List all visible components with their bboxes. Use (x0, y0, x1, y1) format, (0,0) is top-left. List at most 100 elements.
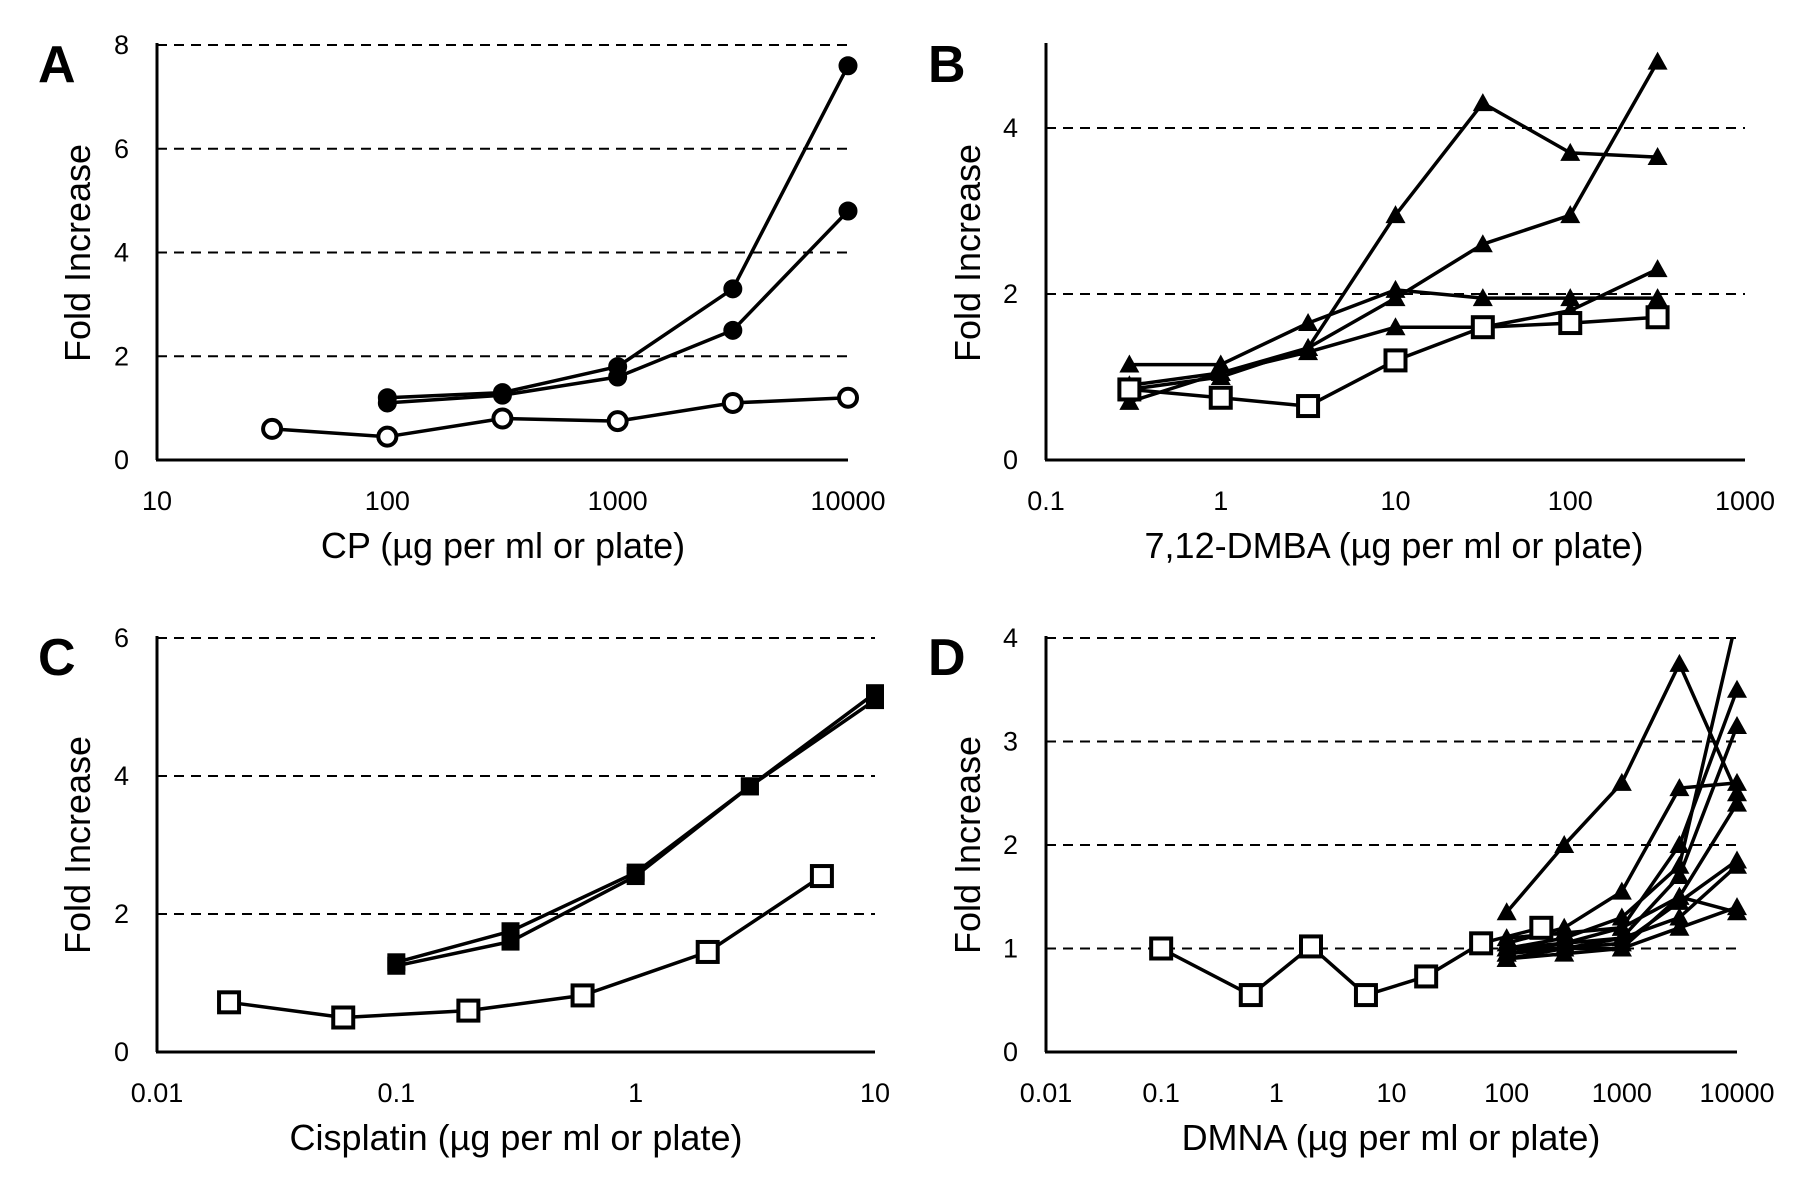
y-tick-label: 4 (114, 761, 129, 791)
data-point (1353, 983, 1378, 1008)
data-point (1299, 934, 1324, 959)
y-tick-label: 2 (114, 341, 129, 371)
data-point (866, 691, 884, 710)
data-point (1117, 377, 1142, 402)
data-point (1470, 315, 1495, 340)
data-point (501, 932, 520, 951)
series-0 (377, 56, 858, 408)
x-axis-label: DMNA (µg per ml or plate) (1182, 1117, 1601, 1158)
series-line (1129, 60, 1660, 392)
data-point (1469, 931, 1494, 956)
x-tick-label: 10 (142, 486, 172, 516)
series-layer (1117, 51, 1670, 419)
y-tick-label: 0 (114, 445, 129, 475)
data-point (1554, 922, 1575, 941)
data-point (1298, 313, 1319, 332)
y-tick-label: 0 (114, 1037, 129, 1067)
data-point (837, 386, 859, 409)
data-point (1560, 288, 1581, 307)
panel-a: 0 2 4 6 8 10 100 1000 10000 CP (µg per ml or plat… (38, 30, 886, 566)
data-point (1149, 936, 1174, 961)
x-tick-label: 0.1 (1027, 486, 1065, 516)
data-point (261, 417, 284, 440)
y-axis-label: Fold Increase (947, 144, 988, 362)
y-tick-label: 8 (114, 30, 129, 60)
data-point (1529, 915, 1554, 940)
data-point (723, 279, 743, 299)
series-0 (387, 684, 884, 972)
series-line (228, 874, 823, 1020)
data-point (1669, 835, 1690, 853)
x-tick-label: 1 (1269, 1078, 1284, 1108)
panel-letter: A (38, 36, 76, 94)
data-point (1554, 835, 1575, 853)
x-tick-label: 1000 (1592, 1078, 1652, 1108)
series-0 (1149, 915, 1554, 1008)
data-point (570, 983, 595, 1008)
data-point (608, 367, 628, 387)
data-point (1611, 772, 1632, 791)
data-point (1210, 362, 1231, 381)
data-point (1298, 342, 1319, 361)
x-tick-label: 1000 (588, 486, 648, 516)
y-tick-label: 4 (1003, 113, 1018, 143)
data-point (1669, 866, 1690, 885)
data-point (1385, 205, 1406, 224)
x-tick-label: 1 (628, 1078, 643, 1108)
series-10 (1496, 886, 1747, 957)
data-point (809, 864, 834, 889)
data-point (1414, 964, 1439, 989)
series-3 (1119, 259, 1668, 394)
data-point (1727, 855, 1747, 874)
x-tick-label: 0.01 (1020, 1078, 1073, 1108)
x-tick-label: 100 (1548, 486, 1593, 516)
y-tick-label: 2 (114, 899, 129, 929)
x-tick-label: 10000 (1699, 1078, 1774, 1108)
data-point (377, 393, 397, 413)
data-point (1472, 93, 1493, 112)
data-point (1208, 385, 1233, 410)
y-tick-label: 4 (114, 238, 129, 268)
panel-d: 0 1 2 3 4 0.01 0.1 1 10 100 1000 10000 DMNA (µg per … (928, 607, 1775, 1158)
series-layer (261, 56, 859, 448)
series-2 (261, 386, 859, 448)
y-tick-label: 0 (1003, 445, 1018, 475)
data-point (1496, 902, 1517, 921)
data-point (1560, 205, 1581, 224)
series-layer (1149, 607, 1747, 1008)
y-tick-label: 1 (1003, 934, 1018, 964)
panel-letter: B (928, 36, 966, 94)
y-tick-label: 6 (114, 134, 129, 164)
data-point (1727, 783, 1747, 802)
x-tick-label: 0.1 (378, 1078, 416, 1108)
series-4 (1117, 305, 1670, 419)
data-point (1669, 653, 1690, 672)
series-line (387, 64, 850, 400)
data-point (1727, 772, 1747, 791)
panel-letter: D (928, 629, 966, 687)
data-point (1647, 288, 1668, 307)
data-point (626, 867, 645, 886)
series-1 (377, 201, 858, 413)
y-axis-label: Fold Increase (947, 736, 988, 954)
series-1 (1119, 51, 1668, 398)
data-point (1496, 948, 1517, 967)
x-tick-label: 10 (860, 1078, 890, 1108)
series-1 (387, 691, 884, 975)
data-point (1727, 902, 1747, 921)
panel-c: 0 2 4 6 0.01 0.1 1 10 Cisplatin (µg per ml or pl… (38, 623, 890, 1158)
data-point (1647, 51, 1668, 70)
y-tick-label: 4 (1003, 623, 1018, 653)
y-tick-label: 3 (1003, 727, 1018, 757)
data-point (1296, 394, 1321, 419)
x-tick-label: 10 (1376, 1078, 1406, 1108)
data-point (491, 407, 514, 430)
data-point (217, 990, 242, 1015)
data-point (492, 385, 512, 405)
x-tick-label: 1 (1213, 486, 1228, 516)
data-point (1647, 147, 1668, 166)
x-tick-label: 0.1 (1142, 1078, 1180, 1108)
data-point (1727, 607, 1747, 625)
data-point (1611, 917, 1632, 936)
